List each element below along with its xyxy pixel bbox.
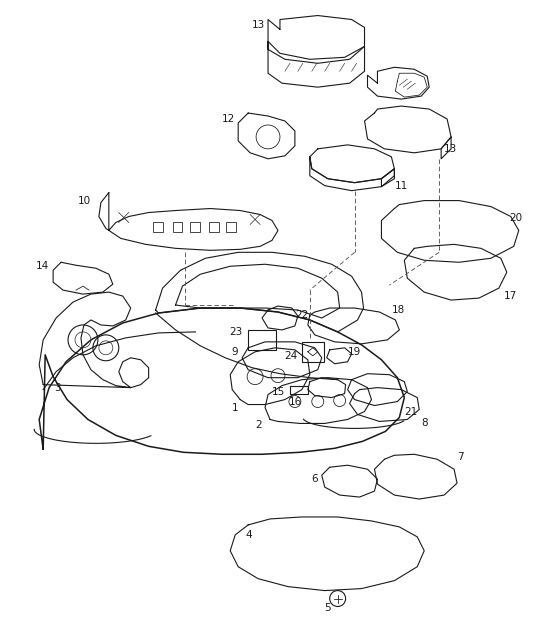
Text: 2: 2	[256, 420, 262, 430]
Text: 1: 1	[232, 403, 238, 413]
Text: 20: 20	[509, 214, 522, 224]
Text: 24: 24	[284, 351, 298, 360]
Text: 13: 13	[252, 21, 265, 31]
Text: 10: 10	[78, 195, 91, 205]
Text: 21: 21	[404, 406, 417, 416]
Text: 5: 5	[324, 604, 331, 614]
Bar	[248, 330, 276, 350]
Bar	[153, 222, 162, 232]
Text: 8: 8	[421, 418, 428, 428]
Bar	[190, 222, 201, 232]
Text: 3: 3	[54, 382, 61, 392]
Bar	[290, 386, 308, 394]
Text: 7: 7	[457, 452, 464, 462]
Text: 19: 19	[348, 347, 361, 357]
Text: 16: 16	[289, 396, 302, 406]
Text: 12: 12	[222, 114, 235, 124]
Text: 18: 18	[391, 305, 404, 315]
Text: 6: 6	[311, 474, 318, 484]
Text: 4: 4	[245, 530, 252, 540]
Text: 13: 13	[444, 144, 457, 154]
Text: 17: 17	[504, 291, 517, 301]
Bar	[173, 222, 183, 232]
Bar	[209, 222, 219, 232]
Text: 9: 9	[232, 347, 238, 357]
Text: 14: 14	[36, 261, 49, 271]
Text: 11: 11	[395, 181, 408, 191]
Text: 22: 22	[295, 310, 308, 320]
Text: 15: 15	[272, 387, 285, 397]
Bar	[226, 222, 236, 232]
Bar	[302, 342, 324, 362]
Text: 23: 23	[229, 327, 242, 337]
